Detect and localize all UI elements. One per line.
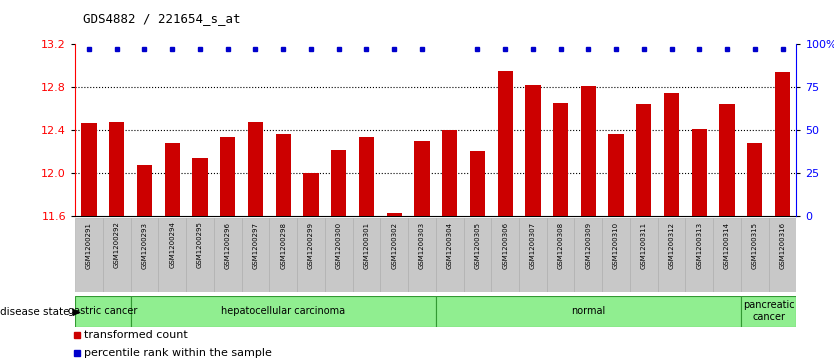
Text: GSM1200314: GSM1200314	[724, 221, 730, 269]
Text: disease state ▶: disease state ▶	[0, 306, 81, 316]
Bar	[609, 134, 624, 216]
Bar	[547, 218, 575, 292]
Bar	[720, 104, 735, 216]
Text: GSM1200312: GSM1200312	[669, 221, 675, 269]
Bar	[602, 218, 630, 292]
Text: GSM1200315: GSM1200315	[751, 221, 758, 269]
Bar	[519, 218, 547, 292]
Bar	[575, 218, 602, 292]
Text: GSM1200303: GSM1200303	[419, 221, 425, 269]
Bar	[769, 218, 796, 292]
Text: gastric cancer: gastric cancer	[68, 306, 138, 316]
Text: GDS4882 / 221654_s_at: GDS4882 / 221654_s_at	[83, 12, 241, 25]
Bar	[81, 123, 97, 216]
Bar	[713, 218, 741, 292]
Text: GSM1200300: GSM1200300	[335, 221, 342, 269]
Text: GSM1200308: GSM1200308	[558, 221, 564, 269]
Text: normal: normal	[571, 306, 605, 316]
Bar	[304, 173, 319, 216]
Bar	[193, 158, 208, 216]
Bar	[137, 165, 152, 216]
Text: GSM1200299: GSM1200299	[308, 221, 314, 269]
Text: GSM1200309: GSM1200309	[585, 221, 591, 269]
Text: GSM1200305: GSM1200305	[475, 221, 480, 269]
Text: GSM1200304: GSM1200304	[447, 221, 453, 269]
Text: GSM1200307: GSM1200307	[530, 221, 536, 269]
Bar	[435, 218, 464, 292]
Bar	[664, 93, 679, 216]
Bar	[248, 122, 263, 216]
Bar	[498, 70, 513, 216]
Bar	[525, 85, 540, 216]
Bar	[275, 134, 291, 216]
Bar	[297, 218, 324, 292]
Text: hepatocellular carcinoma: hepatocellular carcinoma	[221, 306, 345, 316]
Text: GSM1200296: GSM1200296	[224, 221, 231, 269]
Bar	[747, 143, 762, 216]
Bar	[242, 218, 269, 292]
Bar	[131, 296, 435, 327]
Bar	[164, 143, 180, 216]
Bar	[691, 129, 707, 216]
Text: GSM1200293: GSM1200293	[142, 221, 148, 269]
Text: GSM1200302: GSM1200302	[391, 221, 397, 269]
Bar	[131, 218, 158, 292]
Bar	[353, 218, 380, 292]
Bar	[686, 218, 713, 292]
Text: GSM1200311: GSM1200311	[641, 221, 647, 269]
Bar	[442, 130, 457, 216]
Text: pancreatic
cancer: pancreatic cancer	[743, 301, 795, 322]
Text: GSM1200292: GSM1200292	[113, 221, 120, 268]
Bar	[775, 72, 791, 216]
Bar	[269, 218, 297, 292]
Bar	[414, 140, 430, 216]
Bar	[464, 218, 491, 292]
Bar	[741, 218, 769, 292]
Bar	[186, 218, 214, 292]
Bar	[741, 296, 796, 327]
Bar	[324, 218, 353, 292]
Text: GSM1200297: GSM1200297	[253, 221, 259, 269]
Text: GSM1200310: GSM1200310	[613, 221, 619, 269]
Text: transformed count: transformed count	[84, 330, 188, 340]
Bar	[158, 218, 186, 292]
Bar	[658, 218, 686, 292]
Bar	[630, 218, 658, 292]
Bar	[491, 218, 519, 292]
Text: GSM1200316: GSM1200316	[780, 221, 786, 269]
Bar	[331, 150, 346, 216]
Text: GSM1200298: GSM1200298	[280, 221, 286, 269]
Bar	[220, 137, 235, 216]
Text: GSM1200306: GSM1200306	[502, 221, 508, 269]
Text: GSM1200291: GSM1200291	[86, 221, 92, 269]
Bar	[103, 218, 131, 292]
Bar	[553, 103, 568, 216]
Text: GSM1200295: GSM1200295	[197, 221, 203, 268]
Bar	[580, 86, 596, 216]
Text: percentile rank within the sample: percentile rank within the sample	[84, 348, 272, 358]
Bar	[75, 296, 131, 327]
Bar	[359, 137, 374, 216]
Bar	[214, 218, 242, 292]
Bar	[470, 151, 485, 216]
Bar	[75, 218, 103, 292]
Bar	[408, 218, 435, 292]
Bar	[636, 104, 651, 216]
Bar	[386, 213, 402, 216]
Text: GSM1200313: GSM1200313	[696, 221, 702, 269]
Bar	[109, 122, 124, 216]
Text: GSM1200301: GSM1200301	[364, 221, 369, 269]
Bar	[435, 296, 741, 327]
Bar	[380, 218, 408, 292]
Text: GSM1200294: GSM1200294	[169, 221, 175, 268]
